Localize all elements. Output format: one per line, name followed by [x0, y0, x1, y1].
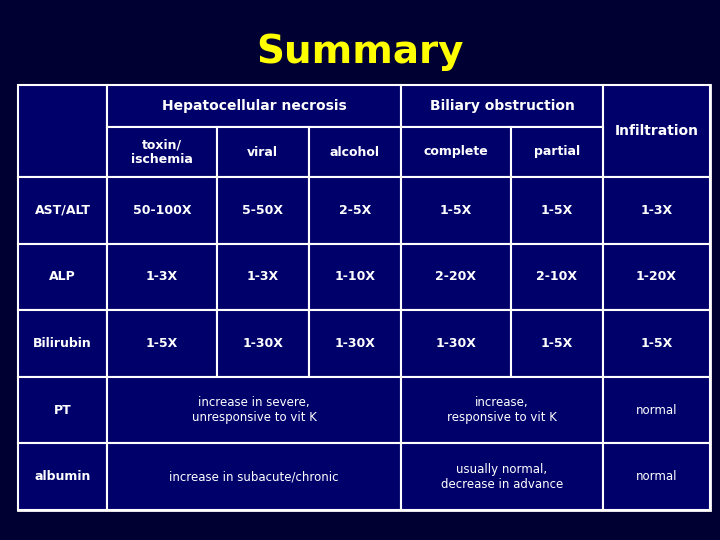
Text: complete: complete: [423, 145, 488, 159]
Text: viral: viral: [247, 145, 278, 159]
Text: 1-30X: 1-30X: [242, 337, 283, 350]
Text: 1-5X: 1-5X: [440, 204, 472, 217]
Bar: [18, 443, 107, 510]
Text: increase in subacute/chronic: increase in subacute/chronic: [169, 470, 339, 483]
Bar: [603, 377, 710, 443]
Bar: [18, 177, 107, 244]
Bar: [309, 177, 401, 244]
Text: partial: partial: [534, 145, 580, 159]
Bar: [510, 244, 603, 310]
Bar: [217, 310, 309, 377]
Bar: [401, 310, 510, 377]
Text: 1-20X: 1-20X: [636, 271, 677, 284]
Bar: [401, 127, 510, 177]
Bar: [107, 310, 217, 377]
Text: 1-30X: 1-30X: [335, 337, 375, 350]
Bar: [18, 310, 107, 377]
Bar: [18, 244, 107, 310]
Text: Bilirubin: Bilirubin: [33, 337, 92, 350]
Text: 1-3X: 1-3X: [247, 271, 279, 284]
Text: PT: PT: [53, 403, 71, 416]
Text: albumin: albumin: [35, 470, 91, 483]
Bar: [510, 310, 603, 377]
Bar: [107, 443, 401, 510]
Bar: [217, 244, 309, 310]
Bar: [603, 85, 710, 177]
Text: Summary: Summary: [256, 33, 464, 71]
Text: normal: normal: [636, 403, 678, 416]
Text: 1-5X: 1-5X: [640, 337, 672, 350]
Bar: [603, 310, 710, 377]
Bar: [18, 85, 107, 177]
Text: 2-10X: 2-10X: [536, 271, 577, 284]
Bar: [603, 443, 710, 510]
Text: Biliary obstruction: Biliary obstruction: [430, 99, 575, 113]
Bar: [401, 377, 603, 443]
Text: 1-5X: 1-5X: [541, 337, 573, 350]
Bar: [107, 377, 401, 443]
Bar: [309, 244, 401, 310]
Text: increase,
responsive to vit K: increase, responsive to vit K: [447, 396, 557, 424]
Text: 2-20X: 2-20X: [436, 271, 477, 284]
Bar: [603, 244, 710, 310]
Text: increase in severe,
unresponsive to vit K: increase in severe, unresponsive to vit …: [192, 396, 317, 424]
Text: 1-5X: 1-5X: [541, 204, 573, 217]
Bar: [18, 377, 107, 443]
Bar: [401, 244, 510, 310]
Bar: [107, 177, 217, 244]
Text: usually normal,
decrease in advance: usually normal, decrease in advance: [441, 463, 563, 491]
Text: 50-100X: 50-100X: [132, 204, 191, 217]
Text: Infiltration: Infiltration: [614, 124, 698, 138]
Text: 1-3X: 1-3X: [145, 271, 178, 284]
Text: AST/ALT: AST/ALT: [35, 204, 91, 217]
Bar: [217, 127, 309, 177]
Bar: [309, 127, 401, 177]
Text: toxin/
ischemia: toxin/ ischemia: [131, 138, 193, 166]
Bar: [217, 177, 309, 244]
Bar: [107, 85, 401, 127]
Text: 2-5X: 2-5X: [339, 204, 371, 217]
Text: 5-50X: 5-50X: [242, 204, 283, 217]
Bar: [510, 127, 603, 177]
Bar: [107, 244, 217, 310]
Text: 1-30X: 1-30X: [436, 337, 477, 350]
Text: normal: normal: [636, 470, 678, 483]
Bar: [401, 443, 603, 510]
Text: 1-3X: 1-3X: [640, 204, 672, 217]
Text: alcohol: alcohol: [330, 145, 380, 159]
Bar: [309, 310, 401, 377]
Bar: [510, 177, 603, 244]
Bar: [401, 177, 510, 244]
Text: Hepatocellular necrosis: Hepatocellular necrosis: [162, 99, 346, 113]
Text: 1-10X: 1-10X: [334, 271, 375, 284]
Text: 1-5X: 1-5X: [145, 337, 178, 350]
Bar: [401, 85, 603, 127]
Bar: [603, 177, 710, 244]
Bar: [18, 85, 710, 510]
Bar: [107, 127, 217, 177]
Text: ALP: ALP: [49, 271, 76, 284]
